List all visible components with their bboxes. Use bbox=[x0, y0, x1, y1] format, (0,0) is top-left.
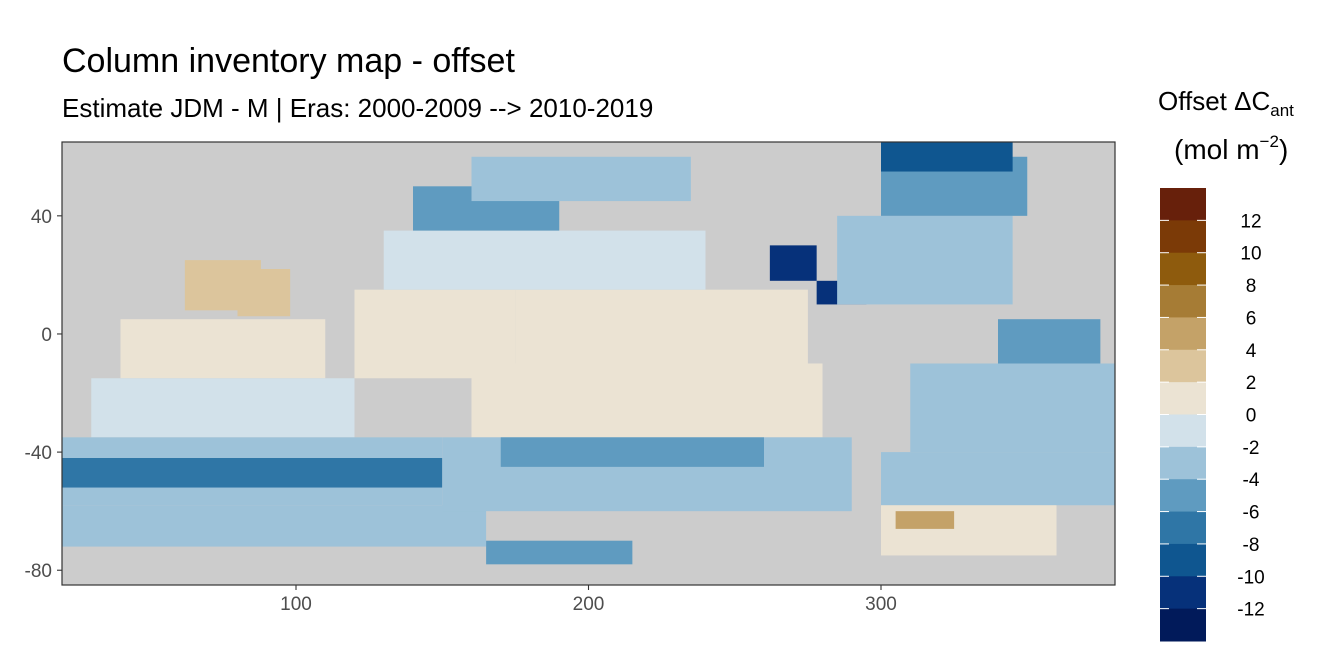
y-tick-label: -40 bbox=[25, 443, 52, 464]
region-north-atlantic-subtropics bbox=[837, 215, 1013, 305]
legend-break-label: -2 bbox=[1243, 438, 1260, 459]
region-ross-sea bbox=[486, 540, 633, 565]
chart-subtitle: Estimate JDM - M | Eras: 2000-2009 --> 2… bbox=[62, 93, 654, 123]
legend-unit-prefix: (mol m bbox=[1174, 134, 1260, 165]
legend-swatch bbox=[1160, 479, 1206, 513]
region-north-pacific-subtropics bbox=[383, 230, 706, 290]
x-axis: 100 200 300 bbox=[280, 585, 897, 615]
x-tick-label: 300 bbox=[865, 594, 897, 615]
legend-break-label: 4 bbox=[1246, 341, 1257, 362]
legend-break-label: 12 bbox=[1240, 211, 1261, 232]
legend-swatch bbox=[1160, 285, 1206, 318]
legend-swatch bbox=[1160, 252, 1206, 286]
legend-title: Offset ΔCant bbox=[1158, 86, 1294, 121]
chart-title: Column inventory map - offset bbox=[62, 42, 515, 80]
legend-swatch bbox=[1160, 349, 1206, 383]
region-south-atlantic bbox=[910, 363, 1115, 453]
y-tick-label: 40 bbox=[31, 207, 52, 228]
legend-break-label: -12 bbox=[1237, 600, 1264, 621]
y-tick-label: 0 bbox=[41, 325, 52, 346]
legend-title-subscript: ant bbox=[1270, 101, 1294, 120]
region-north-pacific-subpolar bbox=[471, 156, 691, 202]
legend-break-label: 0 bbox=[1246, 406, 1257, 427]
region-south-atlantic-acc bbox=[881, 452, 1115, 506]
region-south-pacific-subtropics bbox=[471, 363, 823, 438]
legend-break-label: -10 bbox=[1237, 567, 1264, 588]
legend-unit: (mol m−2) bbox=[1174, 132, 1288, 166]
legend-swatch bbox=[1160, 446, 1206, 480]
legend-swatch bbox=[1160, 220, 1206, 254]
legend-unit-suffix: ) bbox=[1278, 134, 1289, 165]
legend-break-label: -4 bbox=[1243, 470, 1260, 491]
legend-swatch bbox=[1160, 511, 1206, 545]
legend-break-label: 8 bbox=[1246, 276, 1257, 297]
legend-swatch bbox=[1160, 188, 1206, 221]
region-indian-sector-deep-streaks bbox=[62, 458, 443, 488]
legend-break-label: -8 bbox=[1243, 535, 1260, 556]
legend-swatch bbox=[1160, 608, 1206, 642]
legend-swatch bbox=[1160, 576, 1206, 610]
region-south-indian-subtropics bbox=[91, 378, 355, 438]
legend-break-label: 10 bbox=[1240, 244, 1261, 265]
region-central-equatorial-pacific bbox=[515, 289, 808, 364]
y-axis: 40 0 -40 -80 bbox=[25, 207, 62, 582]
region-southern-ocean-polar-indian bbox=[62, 505, 487, 547]
legend-title-text: Offset ΔC bbox=[1158, 86, 1271, 116]
map-layer bbox=[62, 142, 1115, 565]
legend-break-label: -6 bbox=[1243, 503, 1260, 524]
legend-swatch bbox=[1160, 382, 1206, 415]
legend-swatch bbox=[1160, 543, 1206, 577]
legend-unit-superscript: −2 bbox=[1259, 132, 1279, 151]
x-tick-label: 100 bbox=[280, 594, 312, 615]
x-tick-label: 200 bbox=[573, 594, 605, 615]
region-labrador-irminger-sea bbox=[881, 142, 1013, 172]
legend-colorbar: 12 10 8 6 4 2 0 -2 -4 -6 -8 -10 -12 bbox=[1160, 188, 1265, 642]
legend-swatch bbox=[1160, 414, 1206, 448]
region-south-pacific-deep-band bbox=[500, 437, 764, 467]
y-tick-label: -80 bbox=[25, 561, 52, 582]
region-bay-of-bengal bbox=[237, 268, 291, 317]
region-weddell-sea-positive-patch bbox=[895, 511, 955, 529]
region-equatorial-indian bbox=[120, 319, 326, 379]
legend-break-label: 2 bbox=[1246, 373, 1257, 394]
region-gulf-of-mexico bbox=[769, 245, 817, 281]
legend-break-label: 6 bbox=[1246, 308, 1257, 329]
legend-swatch bbox=[1160, 317, 1206, 351]
